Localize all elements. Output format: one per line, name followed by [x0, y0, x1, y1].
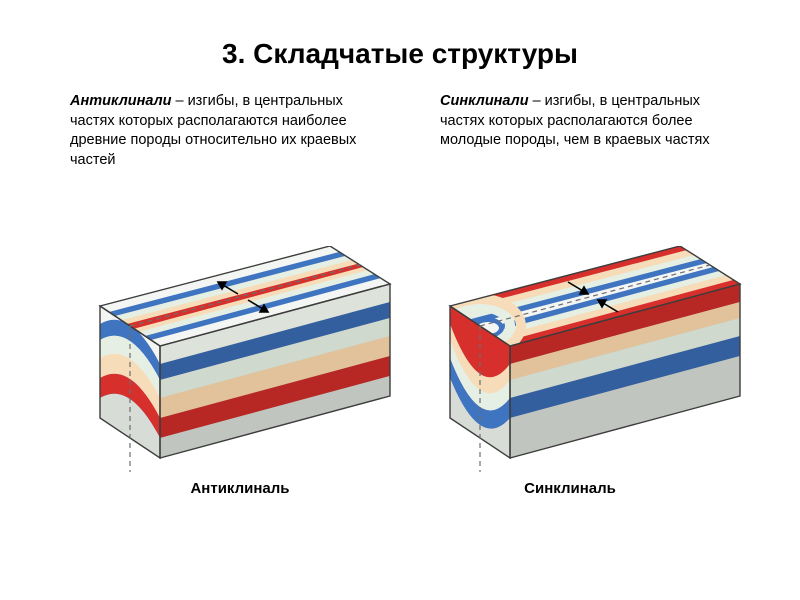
- syncline-term: Синклинали: [440, 93, 529, 109]
- syncline-caption: Синклиналь: [490, 480, 650, 497]
- anticline-term: Антиклинали: [70, 93, 171, 109]
- anticline-description: Антиклинали – изгибы, в центральных част…: [70, 92, 360, 170]
- anticline-caption: Антиклиналь: [160, 480, 320, 497]
- anticline-svg: [60, 246, 400, 476]
- syncline-block: [410, 246, 750, 481]
- syncline-description: Синклинали – изгибы, в центральных частя…: [440, 92, 720, 151]
- syncline-svg: [410, 246, 750, 476]
- anticline-block: [60, 246, 400, 481]
- page-title: 3. Складчатые структуры: [0, 38, 800, 70]
- diagram-row: [0, 230, 800, 490]
